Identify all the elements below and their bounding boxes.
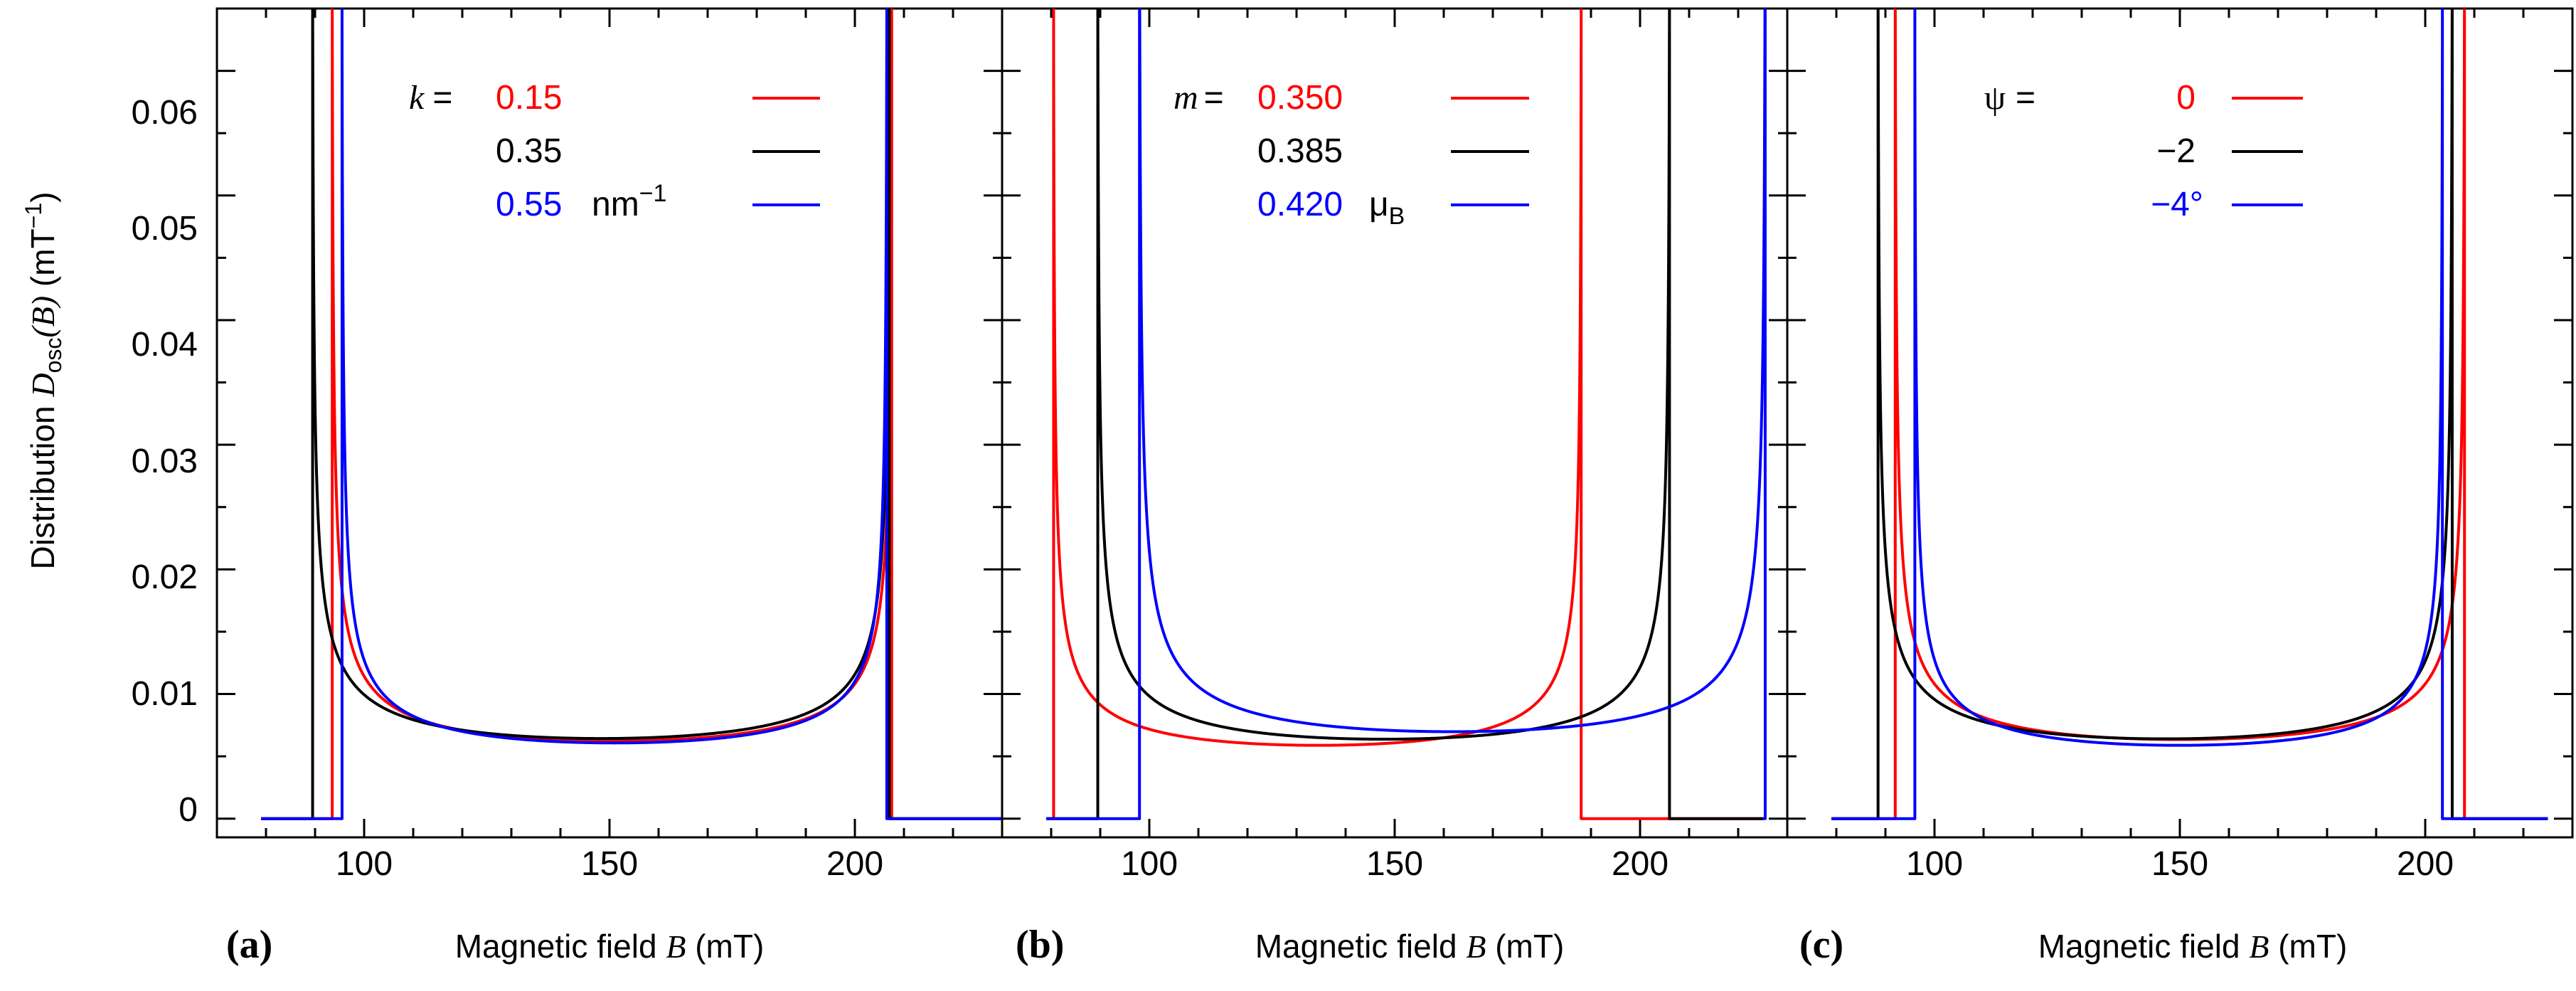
series-line-2 (261, 9, 1002, 820)
y-tick-label: 0 (179, 791, 198, 829)
panel-b-label: (b) (1016, 923, 1064, 967)
y-tick-label: 0.05 (132, 210, 198, 248)
legend-b: m = 0.350 0.385 0.420 μB (1173, 79, 1529, 230)
x-axis-label-c: Magnetic field B (mT) (2038, 928, 2348, 965)
y-tick-label: 0.06 (132, 94, 198, 132)
x-tick-label: 200 (2397, 845, 2454, 883)
legend-a-unit: nm−1 (592, 180, 666, 223)
y-tick-label: 0.01 (132, 675, 198, 713)
x-tick-label: 200 (1612, 845, 1668, 883)
panel-c-label: (c) (1799, 923, 1843, 967)
legend-b-entry-1-label: 0.350 (1257, 79, 1343, 117)
legend-a: k = 0.15 0.35 0.55 nm−1 (409, 79, 820, 223)
y-tick-label: 0.04 (132, 326, 198, 364)
y-tick-label: 0.02 (132, 558, 198, 596)
x-tick-label: 150 (1366, 845, 1423, 883)
legend-b-unit: μB (1369, 186, 1405, 230)
series-line-2 (1046, 9, 1763, 820)
y-tick-label: 0.03 (132, 442, 198, 480)
x-tick-label: 100 (336, 845, 393, 883)
y-tick-labels: 0 0.01 0.02 0.03 0.04 0.05 0.06 (132, 94, 198, 829)
y-axis-label: Distribution Dosc(B) (mT−1) (21, 192, 66, 570)
series-line-3 (261, 9, 1002, 820)
legend-a-entry-2-label: 0.35 (496, 132, 562, 170)
x-axis-label-a: Magnetic field B (mT) (455, 928, 765, 965)
panel-b: 100 150 200 m = 0.350 0.385 0.420 μB (b) Ma… (1001, 7, 1789, 967)
panel-c: 100 150 200 ψ = 0 −2 −4° (c) Magnetic field… (1786, 7, 2574, 967)
legend-c-entry-2-label: −2 (2156, 132, 2196, 170)
legend-a-param: k = (409, 79, 452, 117)
panel-a-label: (a) (226, 923, 272, 967)
legend-b-entry-2-label: 0.385 (1257, 132, 1343, 170)
x-tick-label: 100 (1121, 845, 1178, 883)
legend-a-entry-3-label: 0.55 (496, 186, 562, 223)
legend-c: ψ = 0 −2 −4° (1984, 79, 2303, 223)
legend-a-entry-1-label: 0.15 (496, 79, 562, 117)
series-line-3 (1046, 9, 1767, 820)
legend-c-entry-1-label: 0 (2176, 79, 2196, 117)
legend-c-entry-3-label: −4° (2151, 186, 2203, 223)
x-tick-label: 150 (2151, 845, 2208, 883)
x-tick-label: 100 (1906, 845, 1963, 883)
legend-b-param: m = (1173, 79, 1224, 117)
x-tick-label: 200 (826, 845, 883, 883)
legend-b-entry-3-label: 0.420 (1257, 186, 1343, 223)
x-tick-label: 150 (581, 845, 638, 883)
x-axis-label-b: Magnetic field B (mT) (1255, 928, 1565, 965)
series-line-3 (1831, 9, 2548, 820)
series-line-1 (1046, 9, 1763, 820)
legend-c-param: ψ = (1984, 79, 2035, 117)
